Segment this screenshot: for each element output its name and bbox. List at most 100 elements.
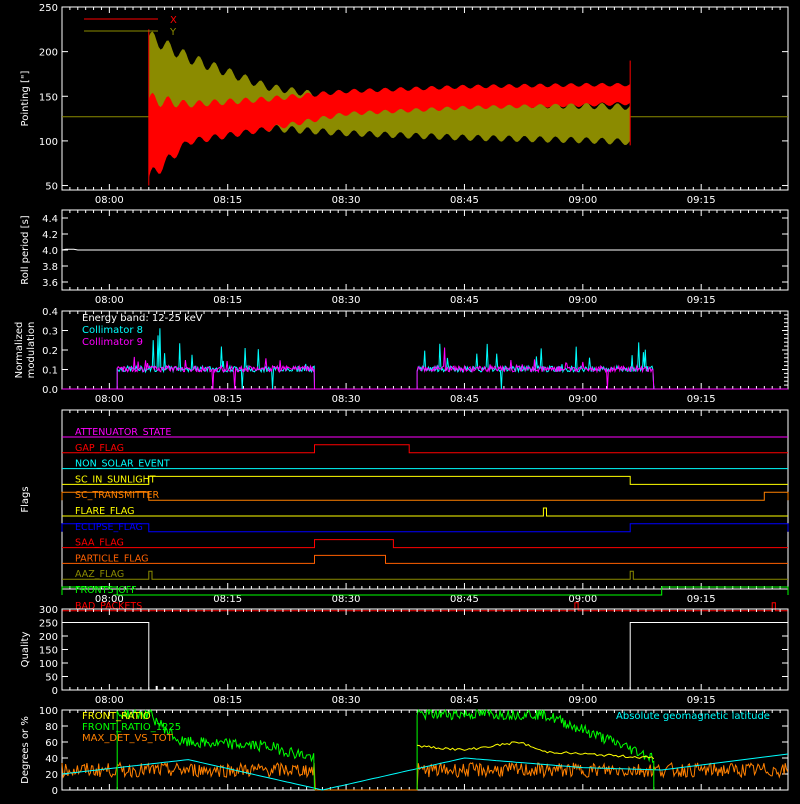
modulation-y-tick-label: 0.3 [42, 327, 58, 338]
modulation-series-collimator-9 [416, 347, 655, 390]
pointing-x-tick-label: 09:00 [568, 195, 597, 206]
roll-x-tick-label: 08:45 [450, 295, 479, 306]
modulation-x-tick-label: 09:00 [568, 394, 597, 405]
flags-x-tick-label: 09:15 [687, 594, 716, 605]
flag-label-attenuator-state: ATTENUATOR_STATE [75, 427, 171, 438]
pointing-x-tick-label: 08:30 [332, 195, 361, 206]
flag-label-bad-packets: BAD_PACKETS [75, 601, 142, 612]
modulation-legend-collimator-9: Collimator 9 [82, 337, 143, 348]
quality-x-tick-label: 08:30 [332, 695, 361, 706]
roll-y-tick-label: 4.0 [42, 246, 58, 257]
flag-trace-particle-flag [62, 554, 788, 564]
roll-y-tick-label: 4.2 [42, 230, 58, 241]
flag-trace-saa-flag [62, 539, 788, 549]
legend-label-y: Y [169, 27, 177, 38]
modulation-y-tick-label: 0.0 [42, 385, 58, 396]
roll-x-tick-label: 08:15 [213, 295, 242, 306]
quality-x-tick-label: 08:45 [450, 695, 479, 706]
roll-y-tick-label: 4.4 [42, 214, 58, 225]
quality-y-tick-label: 300 [39, 605, 58, 616]
ratios-y-tick-label: 0 [52, 786, 58, 797]
flag-label-eclipse-flag: ECLIPSE_FLAG [75, 522, 143, 533]
modulation-x-tick-label: 09:15 [687, 394, 716, 405]
modulation-y-tick-label: 0.1 [42, 366, 58, 377]
flag-label-non-solar-event: NON_SOLAR_EVENT [75, 459, 170, 470]
roll-y-tick-label: 3.6 [42, 278, 58, 289]
ratios-y-tick-label: 20 [45, 770, 58, 781]
pointing-y-tick-label: 200 [39, 48, 58, 59]
pointing-x-tick-label: 08:45 [450, 195, 479, 206]
roll-x-tick-label: 08:30 [332, 295, 361, 306]
quality-axes-frame [61, 608, 789, 691]
modulation-x-tick-label: 08:00 [95, 394, 124, 405]
modulation-energy-band-label: Energy band: 12-25 keV [82, 313, 203, 324]
flags-x-tick-label: 08:45 [450, 594, 479, 605]
quality-y-tick-label: 100 [39, 659, 58, 670]
ratios-legend-front-ratio-1225: FRONT_RATIO_1225 [82, 722, 181, 733]
modulation-series-collimator-8 [116, 328, 315, 390]
flag-trace-gap-flag [62, 444, 788, 454]
flag-trace-eclipse-flag [61, 523, 789, 533]
ratios-legend-geomagnetic-latitude: Absolute geomagnetic latitude [616, 711, 770, 722]
ratios-y-axis-label: Degrees or % [20, 716, 31, 784]
roll-y-tick-label: 3.8 [42, 262, 58, 273]
flag-trace-aaz-flag [62, 570, 788, 580]
modulation-series-collimator-9 [116, 356, 315, 390]
legend-label-x: X [170, 15, 177, 26]
flag-label-particle-flag: PARTICLE_FLAG [75, 553, 148, 564]
roll-x-tick-label: 09:15 [687, 295, 716, 306]
ratios-y-tick-label: 80 [45, 722, 58, 733]
quality-y-tick-label: 150 [39, 646, 58, 657]
quality-y-tick-label: 200 [39, 632, 58, 643]
flag-trace-flare-flag [62, 507, 788, 517]
quality-y-tick-label: 50 [45, 673, 58, 684]
pointing-series-x-band [148, 82, 631, 178]
roll-x-tick-label: 08:00 [95, 295, 124, 306]
pointing-y-tick-label: 150 [39, 92, 58, 103]
flag-label-aaz-flag: AAZ_FLAG [75, 569, 124, 580]
flag-trace-fronts-off [61, 586, 789, 596]
quality-y-tick-label: 0 [52, 686, 58, 697]
modulation-x-tick-label: 08:30 [332, 394, 361, 405]
quality-x-tick-label: 09:00 [568, 695, 597, 706]
modulation-y-axis-label: Normalized [14, 322, 25, 379]
modulation-y-tick-label: 0.4 [42, 307, 58, 318]
quality-line [62, 622, 788, 691]
pointing-x-tick-label: 09:15 [687, 195, 716, 206]
roll-period-line [61, 248, 788, 251]
quality-y-tick-label: 250 [39, 619, 58, 630]
flags-x-tick-label: 09:00 [568, 594, 597, 605]
ratios-series-max-det-vs-tot [61, 761, 789, 791]
flag-label-fronts-off: FRONTS_OFF [75, 585, 137, 596]
flag-trace-sc-in-sunlight [62, 475, 788, 485]
ratios-series-front-ratio-1225 [116, 708, 315, 791]
modulation-y-tick-label: 0.2 [42, 346, 58, 357]
quality-x-tick-label: 09:15 [687, 695, 716, 706]
ratios-series-geomagnetic-latitude [61, 753, 789, 791]
flag-label-sc-in-sunlight: SC_IN_SUNLIGHT [75, 474, 156, 485]
quality-y-axis-label: Quality [20, 632, 31, 668]
pointing-y-tick-label: 100 [39, 137, 58, 148]
flag-trace-bad-packets [62, 602, 788, 612]
ratios-y-tick-label: 40 [45, 754, 58, 765]
pointing-x-tick-label: 08:15 [213, 195, 242, 206]
flag-label-sc-transmitter: SC_TRANSMITTER [75, 490, 160, 501]
modulation-y-axis-label: modulation [26, 322, 37, 379]
flags-y-axis-label: Flags [20, 486, 31, 512]
flags-x-tick-label: 08:30 [332, 594, 361, 605]
ratios-y-tick-label: 100 [39, 706, 58, 717]
roll-y-axis-label: Roll period [s] [20, 215, 31, 284]
quality-x-tick-label: 08:00 [95, 695, 124, 706]
ratios-series-front-ratio-1225 [416, 708, 655, 790]
modulation-x-tick-label: 08:15 [213, 394, 242, 405]
pointing-x-tick-label: 08:00 [95, 195, 124, 206]
pointing-y-tick-label: 250 [39, 3, 58, 14]
flags-x-tick-label: 08:15 [213, 594, 242, 605]
roll-x-tick-label: 09:00 [568, 295, 597, 306]
quality-x-tick-label: 08:15 [213, 695, 242, 706]
pointing-y-tick-label: 50 [45, 182, 58, 193]
pointing-y-axis-label: Pointing ["] [20, 70, 31, 126]
flags-x-tick-label: 08:00 [95, 594, 124, 605]
ratios-series-front-ratio [417, 741, 655, 760]
